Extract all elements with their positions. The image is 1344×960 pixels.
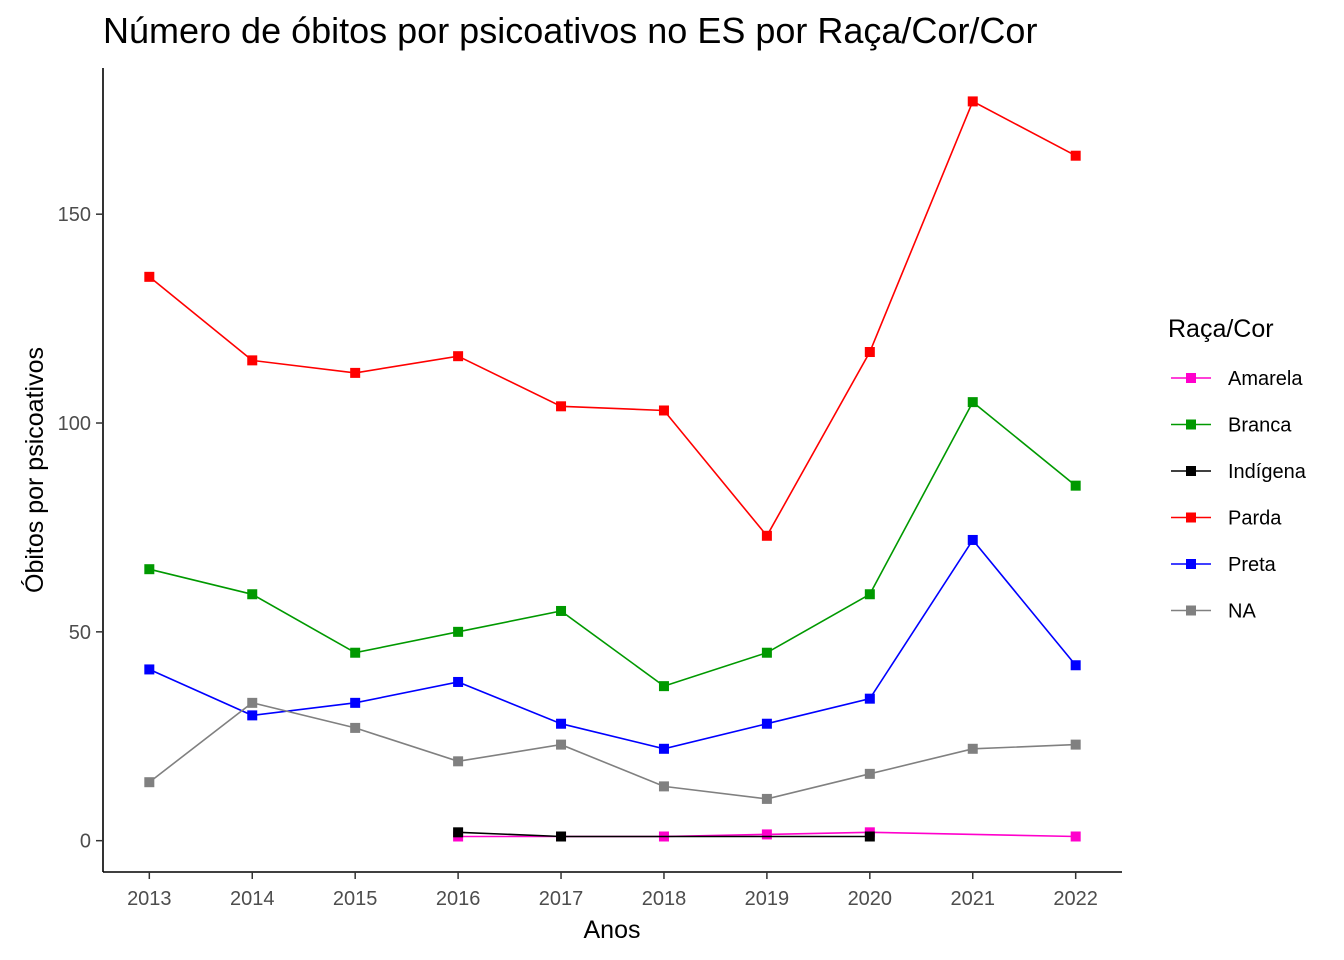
data-point <box>658 743 669 754</box>
data-point <box>453 626 464 637</box>
data-point <box>1070 660 1081 671</box>
y-tick-label: 150 <box>58 204 91 226</box>
x-tick-label: 2017 <box>539 888 584 910</box>
x-tick-label: 2022 <box>1053 888 1098 910</box>
data-point <box>144 777 155 788</box>
series <box>144 96 1081 842</box>
series-line <box>149 400 1077 687</box>
series-line <box>148 100 1077 538</box>
y-tick-label: 50 <box>69 622 91 644</box>
chart-title: Número de óbitos por psicoativos no ES p… <box>103 10 1038 51</box>
legend-label: Parda <box>1228 508 1282 530</box>
data-point <box>864 831 875 842</box>
x-tick-label: 2020 <box>848 888 893 910</box>
data-point <box>1070 480 1081 491</box>
x-axis-title: Anos <box>584 916 641 944</box>
data-point <box>556 739 567 750</box>
legend-key-marker <box>1186 419 1196 430</box>
data-point <box>144 564 155 575</box>
data-point <box>1070 150 1081 161</box>
x-tick-label: 2019 <box>745 888 790 910</box>
data-point <box>556 831 567 842</box>
legend-item-na: NA <box>1171 601 1256 623</box>
legend: Raça/Cor Amarela Branca Indígena Parda Preta… <box>1168 315 1307 623</box>
data-point <box>967 743 978 754</box>
data-point <box>350 722 361 733</box>
data-point <box>453 827 464 838</box>
series-line <box>148 538 1077 750</box>
x-tick-label: 2021 <box>951 888 996 910</box>
data-point <box>247 355 258 366</box>
data-point <box>350 647 361 658</box>
legend-key-marker <box>1186 559 1196 569</box>
data-point <box>864 589 875 600</box>
x-tick-label: 2016 <box>436 888 481 910</box>
axes <box>102 68 1122 873</box>
data-point <box>761 647 772 658</box>
x-tick-label: 2015 <box>333 888 378 910</box>
legend-label: Preta <box>1228 554 1277 576</box>
legend-item-amarela: Amarela <box>1171 368 1303 390</box>
data-point <box>967 534 978 545</box>
series-preta <box>144 534 1081 754</box>
data-point <box>864 768 875 779</box>
data-point <box>350 367 361 378</box>
data-point <box>453 351 464 362</box>
x-tick-label: 2014 <box>230 888 275 910</box>
data-point <box>864 347 875 358</box>
legend-label: Indígena <box>1228 461 1307 483</box>
data-point <box>556 401 567 412</box>
legend-label: Branca <box>1228 415 1292 437</box>
data-point <box>247 589 258 600</box>
data-point <box>967 96 978 107</box>
data-point <box>658 681 669 692</box>
y-axis-title: Óbitos por psicoativos <box>20 347 49 593</box>
data-point <box>761 530 772 541</box>
data-point <box>247 697 258 708</box>
data-point <box>1070 831 1081 842</box>
series-parda <box>144 96 1081 541</box>
legend-label: NA <box>1228 601 1256 623</box>
data-point <box>453 676 464 687</box>
x-tick-label: 2018 <box>642 888 687 910</box>
data-point <box>1070 739 1081 750</box>
data-point <box>144 664 155 675</box>
ticks: 2013 2014 2015 2016 2017 2018 2019 2020 2021 2022… <box>58 204 1098 910</box>
legend-item-preta: Preta <box>1171 554 1277 576</box>
data-point <box>658 405 669 416</box>
legend-key-marker <box>1186 373 1196 383</box>
data-point <box>761 793 772 804</box>
legend-item-parda: Parda <box>1171 508 1282 530</box>
data-point <box>556 718 567 729</box>
data-point <box>761 718 772 729</box>
series-indigena <box>453 827 875 842</box>
series-na <box>144 697 1081 804</box>
data-point <box>144 271 155 282</box>
legend-title: Raça/Cor <box>1168 315 1274 343</box>
legend-item-branca: Branca <box>1171 415 1292 437</box>
data-point <box>453 756 464 767</box>
series-line <box>148 701 1076 800</box>
legend-key-marker <box>1186 466 1196 476</box>
data-point <box>350 697 361 708</box>
y-tick-label: 0 <box>80 831 91 853</box>
x-tick-label: 2013 <box>127 888 172 910</box>
data-point <box>556 605 567 616</box>
legend-key-marker <box>1186 512 1196 523</box>
legend-key-marker <box>1186 605 1196 616</box>
series-amarela <box>453 827 1081 842</box>
data-point <box>761 829 772 840</box>
y-tick-label: 100 <box>58 413 91 435</box>
data-point <box>658 781 669 792</box>
data-point <box>864 693 875 704</box>
series-branca <box>144 397 1081 692</box>
legend-item-indigena: Indígena <box>1171 461 1307 483</box>
legend-label: Amarela <box>1228 368 1303 390</box>
data-point <box>967 397 978 408</box>
data-point <box>247 710 258 721</box>
